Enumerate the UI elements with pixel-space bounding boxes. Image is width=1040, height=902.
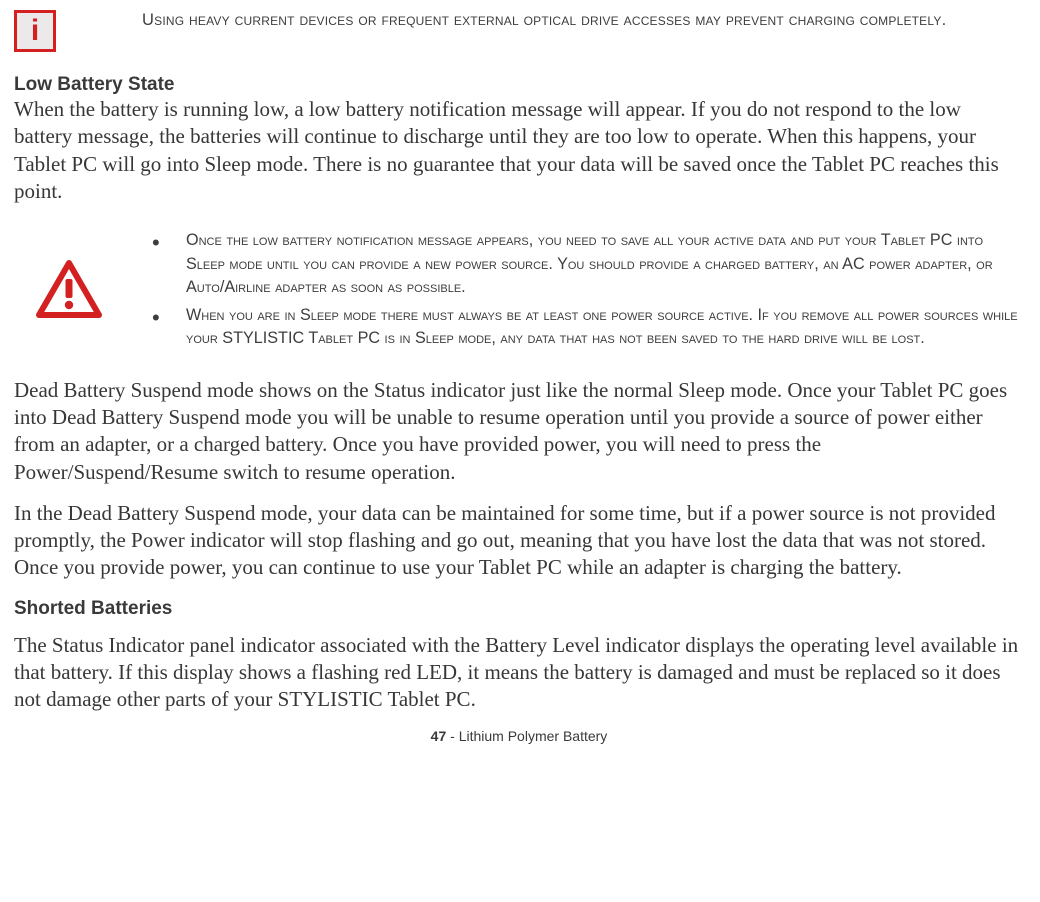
info-callout-text: Using heavy current devices or frequent … [142, 8, 1024, 34]
footer-title: Lithium Polymer Battery [459, 728, 608, 744]
heading-low-battery-state: Low Battery State [14, 74, 1024, 96]
heading-shorted-batteries: Shorted Batteries [14, 598, 1024, 620]
para-shorted-batteries: The Status Indicator panel indicator ass… [14, 632, 1024, 714]
para-dead-battery-suspend-1: Dead Battery Suspend mode shows on the S… [14, 377, 1024, 486]
info-icon-letter: i [31, 16, 39, 46]
page-footer: 47 - Lithium Polymer Battery [14, 728, 1024, 744]
page-number: 47 [431, 728, 447, 744]
footer-separator: - [446, 728, 458, 744]
info-callout: i Using heavy current devices or frequen… [14, 8, 1024, 52]
info-icon: i [14, 10, 56, 52]
warning-icon [36, 260, 102, 323]
warning-callout: Once the low battery notification messag… [14, 229, 1024, 354]
para-low-battery-intro: When the battery is running low, a low b… [14, 96, 1024, 205]
para-dead-battery-suspend-2: In the Dead Battery Suspend mode, your d… [14, 500, 1024, 582]
warning-bullet-item: When you are in Sleep mode there must al… [152, 304, 1024, 351]
warning-bullet-list: Once the low battery notification messag… [152, 229, 1024, 354]
warning-bullet-item: Once the low battery notification messag… [152, 229, 1024, 299]
